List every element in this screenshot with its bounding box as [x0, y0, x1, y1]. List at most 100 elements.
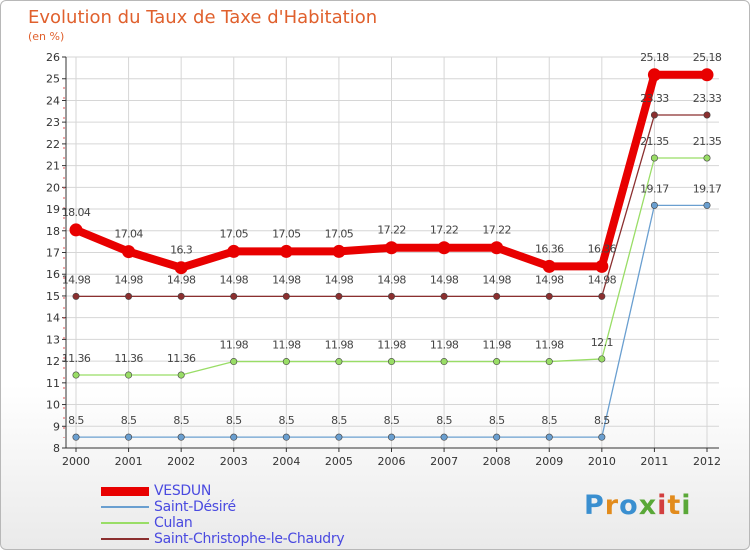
- y-tick-label: 8: [53, 442, 60, 455]
- data-label: 8.5: [173, 414, 189, 427]
- x-tick-label: 2012: [693, 455, 721, 468]
- data-point: [335, 433, 343, 441]
- data-point: [230, 358, 238, 366]
- x-tick-label: 2010: [588, 455, 616, 468]
- data-point: [122, 245, 136, 259]
- y-tick-label: 26: [46, 51, 60, 64]
- data-label: 17.05: [325, 227, 354, 240]
- y-tick-label: 10: [46, 399, 60, 412]
- data-label: 14.98: [220, 273, 249, 286]
- data-label: 8.5: [489, 414, 505, 427]
- data-label: 19.17: [640, 182, 669, 195]
- y-tick-label: 9: [53, 420, 60, 433]
- y-tick-label: 16: [46, 268, 60, 281]
- data-point: [69, 223, 83, 237]
- data-label: 8.5: [68, 414, 84, 427]
- data-label: 11.36: [114, 352, 143, 365]
- data-point: [545, 433, 553, 441]
- data-point: [174, 261, 188, 275]
- y-tick-label: 12: [46, 355, 60, 368]
- data-point: [650, 201, 658, 209]
- y-tick-label: 19: [46, 203, 60, 216]
- data-point: [545, 292, 553, 300]
- y-tick-label: 20: [46, 181, 60, 194]
- data-label: 8.5: [541, 414, 557, 427]
- data-point: [282, 433, 290, 441]
- data-point: [230, 292, 238, 300]
- data-label: 14.98: [62, 273, 91, 286]
- data-label: 8.5: [384, 414, 400, 427]
- legend-label: VESDUN: [154, 483, 212, 499]
- data-point: [335, 358, 343, 366]
- data-label: 25.18: [693, 51, 722, 64]
- data-label: 11.36: [62, 352, 91, 365]
- data-label: 17.05: [220, 227, 249, 240]
- data-label: 17.04: [114, 228, 143, 241]
- data-point: [493, 358, 501, 366]
- y-tick-label: 24: [46, 94, 60, 107]
- data-point: [647, 68, 661, 82]
- data-label: 11.98: [377, 339, 406, 352]
- data-label: 18.04: [62, 206, 91, 219]
- data-label: 23.33: [693, 92, 722, 105]
- grid-layer: [66, 56, 719, 449]
- data-label: 14.98: [114, 273, 143, 286]
- y-tick-label: 21: [46, 160, 60, 173]
- data-point: [282, 358, 290, 366]
- data-point: [650, 154, 658, 162]
- legend-swatch: [101, 506, 149, 508]
- data-label: 16.36: [588, 242, 617, 255]
- data-label: 14.98: [325, 273, 354, 286]
- data-label: 8.5: [278, 414, 294, 427]
- x-tick-label: 2000: [62, 455, 90, 468]
- x-tick-label: 2008: [483, 455, 511, 468]
- data-label: 8.5: [594, 414, 610, 427]
- data-label: 14.98: [272, 273, 301, 286]
- data-label: 23.33: [640, 92, 669, 105]
- data-point: [387, 292, 395, 300]
- data-point: [703, 111, 711, 119]
- x-tick-label: 2001: [115, 455, 143, 468]
- data-label: 11.98: [272, 339, 301, 352]
- data-label: 17.22: [430, 224, 459, 237]
- data-point: [125, 433, 133, 441]
- x-tick-label: 2004: [272, 455, 300, 468]
- data-point: [490, 241, 504, 255]
- data-point: [598, 433, 606, 441]
- data-point: [700, 68, 714, 82]
- data-label: 16.3: [170, 244, 193, 257]
- data-point: [387, 358, 395, 366]
- data-label: 8.5: [226, 414, 242, 427]
- data-label: 14.98: [535, 273, 564, 286]
- unit-label: (en %): [28, 30, 65, 43]
- legend-label: Saint-Christophe-le-Chaudry: [154, 531, 345, 547]
- legend-label: Saint-Désiré: [154, 499, 236, 515]
- data-label: 21.35: [640, 135, 669, 148]
- x-tick-label: 2002: [167, 455, 195, 468]
- data-label: 21.35: [693, 135, 722, 148]
- data-point: [440, 358, 448, 366]
- data-label: 11.98: [220, 339, 249, 352]
- x-tick-label: 2011: [640, 455, 668, 468]
- data-point: [125, 292, 133, 300]
- legend-swatch: [101, 486, 149, 496]
- y-tick-label: 11: [46, 377, 60, 390]
- data-label: 8.5: [331, 414, 347, 427]
- data-point: [598, 292, 606, 300]
- series-layer: [69, 68, 714, 441]
- y-tick-label: 13: [46, 333, 60, 346]
- x-tick-label: 2006: [378, 455, 406, 468]
- data-point: [440, 433, 448, 441]
- data-point: [72, 433, 80, 441]
- data-label: 14.98: [377, 273, 406, 286]
- data-point: [332, 244, 346, 258]
- x-tick-label: 2009: [535, 455, 563, 468]
- data-label: 11.98: [482, 339, 511, 352]
- x-tick-label: 2003: [220, 455, 248, 468]
- legend-swatch: [101, 538, 149, 540]
- data-point: [72, 292, 80, 300]
- data-label: 17.05: [272, 227, 301, 240]
- data-label: 17.22: [482, 224, 511, 237]
- y-tick-label: 17: [46, 247, 60, 260]
